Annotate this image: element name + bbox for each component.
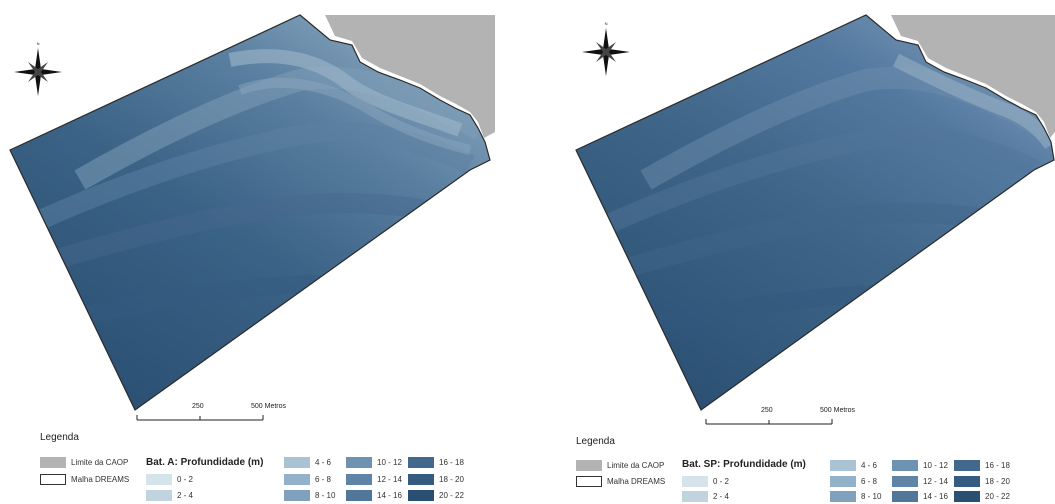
depth-label-2: 4 - 6 <box>315 458 332 467</box>
caop-swatch <box>576 460 602 471</box>
depth-label-6: 12 - 14 <box>923 477 948 486</box>
depth-swatch-8 <box>408 457 434 468</box>
caop-label: Limite da CAOP <box>607 461 665 470</box>
depth-swatch-1 <box>146 490 172 501</box>
depth-label-1: 2 - 4 <box>177 491 194 500</box>
compass-rose-icon: N <box>582 21 630 76</box>
depth-label-1: 2 - 4 <box>713 492 730 501</box>
depth-label-8: 16 - 18 <box>439 458 464 467</box>
scale-end-label: 500 Metros <box>251 403 287 410</box>
depth-label-8: 16 - 18 <box>985 461 1010 470</box>
depth-swatch-0 <box>146 474 172 485</box>
depth-label-0: 0 - 2 <box>177 475 194 484</box>
depth-label-0: 0 - 2 <box>713 477 730 486</box>
depth-swatch-10 <box>408 490 434 501</box>
depth-label-7: 14 - 16 <box>923 492 948 501</box>
legend-title: Legenda <box>576 436 615 447</box>
map-panel-left: N 250 500 Metros Legenda Limite da CAOP … <box>0 0 520 504</box>
depth-swatch-2 <box>830 460 856 471</box>
legend-title: Legenda <box>40 432 79 443</box>
depth-label-4: 8 - 10 <box>861 492 882 501</box>
depth-swatch-3 <box>284 474 310 485</box>
svg-text:N: N <box>605 21 608 26</box>
caop-swatch <box>40 457 66 468</box>
depth-swatch-9 <box>408 474 434 485</box>
depth-swatch-6 <box>892 476 918 487</box>
depth-label-5: 10 - 12 <box>377 458 402 467</box>
depth-swatch-9 <box>954 476 980 487</box>
depth-label-6: 12 - 14 <box>377 475 402 484</box>
scale-mid-label: 250 <box>761 407 773 414</box>
depth-label-9: 18 - 20 <box>985 477 1010 486</box>
scale-bar <box>136 415 264 421</box>
depth-swatch-4 <box>830 491 856 502</box>
depth-swatch-3 <box>830 476 856 487</box>
scale-bar <box>705 419 833 425</box>
depth-label-2: 4 - 6 <box>861 461 878 470</box>
malha-label: Malha DREAMS <box>71 475 130 484</box>
depth-swatch-5 <box>346 457 372 468</box>
scale-end-label: 500 Metros <box>820 407 856 414</box>
depth-label-3: 6 - 8 <box>315 475 332 484</box>
compass-rose-icon: N <box>14 41 62 96</box>
depth-label-4: 8 - 10 <box>315 491 336 500</box>
depth-swatch-5 <box>892 460 918 471</box>
land-area <box>891 15 1055 138</box>
depth-swatch-0 <box>682 476 708 487</box>
malha-swatch <box>40 474 66 485</box>
caop-label: Limite da CAOP <box>71 458 129 467</box>
depth-swatch-8 <box>954 460 980 471</box>
depth-label-10: 20 - 22 <box>439 491 464 500</box>
depth-swatch-1 <box>682 491 708 502</box>
land-area <box>325 15 495 138</box>
depth-label-10: 20 - 22 <box>985 492 1010 501</box>
depth-label-7: 14 - 16 <box>377 491 402 500</box>
depth-label-9: 18 - 20 <box>439 475 464 484</box>
model-domain <box>576 15 1054 410</box>
layer-title: Bat. A: Profundidade (m) <box>146 457 264 468</box>
depth-label-3: 6 - 8 <box>861 477 878 486</box>
depth-swatch-4 <box>284 490 310 501</box>
svg-text:N: N <box>37 41 40 46</box>
malha-label: Malha DREAMS <box>607 477 666 486</box>
depth-swatch-7 <box>346 490 372 501</box>
depth-label-5: 10 - 12 <box>923 461 948 470</box>
depth-swatch-10 <box>954 491 980 502</box>
depth-swatch-2 <box>284 457 310 468</box>
depth-swatch-7 <box>892 491 918 502</box>
scale-mid-label: 250 <box>192 403 204 410</box>
map-panel-right: N 250 500 Metros Legenda Limite da CAOP … <box>566 0 1055 504</box>
bathymetry-map-left: N <box>9 14 495 421</box>
bathymetry-map-right: N <box>575 14 1055 425</box>
malha-swatch <box>576 476 602 487</box>
depth-swatch-6 <box>346 474 372 485</box>
layer-title: Bat. SP: Profundidade (m) <box>682 459 806 470</box>
